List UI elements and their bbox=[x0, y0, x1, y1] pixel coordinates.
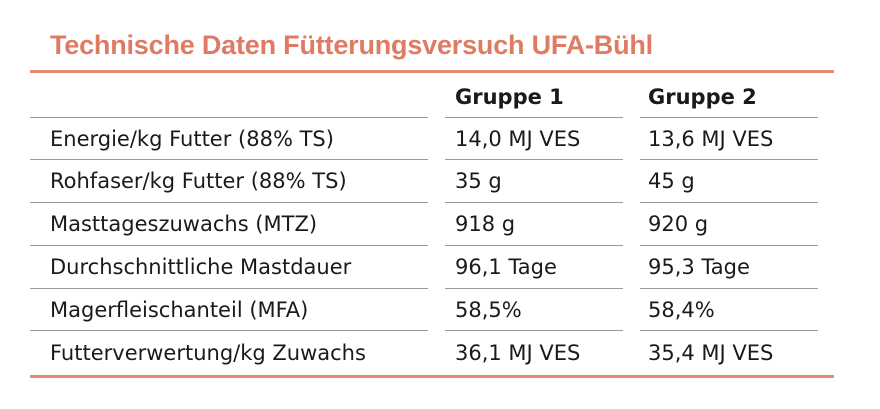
header-cell-gruppe-1: Gruppe 1 bbox=[455, 85, 564, 109]
row-label: Masttageszuwachs (MTZ) bbox=[50, 212, 318, 236]
table-bottom-rule bbox=[30, 375, 834, 378]
gruppe-2-value: 45 g bbox=[648, 169, 695, 193]
title-rule bbox=[30, 70, 834, 73]
row-divider bbox=[30, 159, 428, 160]
row-divider bbox=[30, 202, 428, 203]
gruppe-1-value: 58,5% bbox=[455, 298, 522, 322]
gruppe-2-value: 13,6 MJ VES bbox=[648, 127, 774, 151]
row-divider bbox=[445, 202, 623, 203]
table-row: Futterverwertung/kg Zuwachs 36,1 MJ VES … bbox=[0, 332, 880, 374]
gruppe-2-value: 58,4% bbox=[648, 298, 715, 322]
row-divider bbox=[640, 159, 818, 160]
row-divider bbox=[30, 117, 428, 118]
row-divider bbox=[30, 288, 428, 289]
row-label: Rohfaser/kg Futter (88% TS) bbox=[50, 169, 347, 193]
row-label: Durchschnittliche Mastdauer bbox=[50, 255, 352, 279]
row-divider bbox=[30, 330, 428, 331]
table-row: Durchschnittliche Mastdauer 96,1 Tage 95… bbox=[0, 246, 880, 288]
row-divider bbox=[640, 117, 818, 118]
table-row: Masttageszuwachs (MTZ) 918 g 920 g bbox=[0, 203, 880, 245]
row-label: Futterverwertung/kg Zuwachs bbox=[50, 341, 366, 365]
gruppe-1-value: 14,0 MJ VES bbox=[455, 127, 581, 151]
row-divider bbox=[445, 117, 623, 118]
row-divider bbox=[445, 330, 623, 331]
row-divider bbox=[640, 330, 818, 331]
gruppe-2-value: 35,4 MJ VES bbox=[648, 341, 774, 365]
row-divider bbox=[445, 159, 623, 160]
row-divider bbox=[640, 245, 818, 246]
gruppe-2-value: 920 g bbox=[648, 212, 709, 236]
table-row: Energie/kg Futter (88% TS) 14,0 MJ VES 1… bbox=[0, 118, 880, 160]
table-row: Rohfaser/kg Futter (88% TS) 35 g 45 g bbox=[0, 160, 880, 202]
gruppe-1-value: 35 g bbox=[455, 169, 502, 193]
table-header-row: Gruppe 1 Gruppe 2 bbox=[0, 76, 880, 118]
gruppe-2-value: 95,3 Tage bbox=[648, 255, 750, 279]
row-divider bbox=[640, 202, 818, 203]
gruppe-1-value: 918 g bbox=[455, 212, 516, 236]
gruppe-1-value: 36,1 MJ VES bbox=[455, 341, 581, 365]
row-divider bbox=[640, 288, 818, 289]
row-divider bbox=[30, 245, 428, 246]
row-divider bbox=[445, 245, 623, 246]
table-row: Magerfleischanteil (MFA) 58,5% 58,4% bbox=[0, 289, 880, 331]
header-cell-gruppe-2: Gruppe 2 bbox=[648, 85, 757, 109]
row-divider bbox=[445, 288, 623, 289]
gruppe-1-value: 96,1 Tage bbox=[455, 255, 557, 279]
row-label: Magerfleischanteil (MFA) bbox=[50, 298, 309, 322]
row-label: Energie/kg Futter (88% TS) bbox=[50, 127, 334, 151]
table-title: Technische Daten Fütterungsversuch UFA-B… bbox=[50, 30, 653, 60]
